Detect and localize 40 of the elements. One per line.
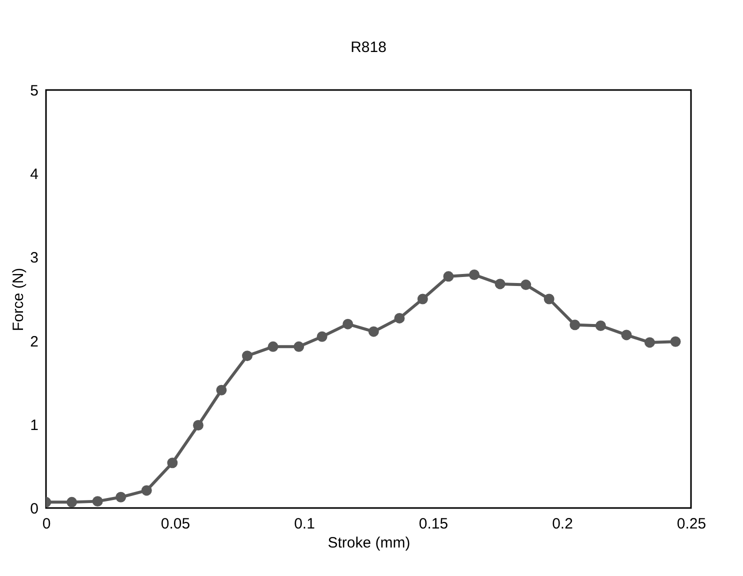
- point: [621, 330, 632, 340]
- x-tick-label: 0.2: [552, 516, 573, 532]
- point: [116, 492, 126, 502]
- point: [66, 496, 78, 508]
- y-tick-label: 3: [30, 250, 38, 267]
- point: [494, 278, 506, 290]
- point: [216, 384, 227, 396]
- point: [544, 294, 554, 304]
- point: [469, 270, 480, 280]
- point: [443, 271, 454, 282]
- y-tick-label: 2: [30, 333, 38, 350]
- point: [670, 336, 681, 347]
- x-tick-label: 0.25: [676, 516, 706, 532]
- point: [595, 320, 606, 331]
- point: [520, 280, 532, 290]
- chart-title: R818: [350, 39, 386, 56]
- x-tick-label: 0.05: [160, 516, 190, 532]
- x-tick-label: 0: [42, 516, 51, 532]
- point: [192, 420, 204, 430]
- point: [268, 341, 278, 352]
- point: [141, 485, 152, 496]
- x-tick-label: 0.1: [294, 516, 315, 532]
- point: [570, 320, 580, 330]
- point: [167, 458, 178, 468]
- y-tick-label: 1: [30, 416, 38, 434]
- point: [316, 331, 328, 342]
- y-axis-title: Force (N): [10, 268, 28, 332]
- point: [394, 312, 405, 324]
- x-axis-title: Stroke (mm): [328, 534, 410, 552]
- point: [417, 294, 428, 304]
- point: [294, 341, 304, 352]
- point: [368, 326, 379, 337]
- y-tick-label: 4: [30, 166, 38, 184]
- point: [342, 318, 354, 330]
- y-tick-label: 0: [30, 500, 38, 518]
- point: [644, 337, 655, 348]
- x-tick-label: 0.15: [418, 516, 448, 532]
- y-tick-label: 5: [30, 82, 38, 100]
- point: [92, 496, 103, 507]
- point: [242, 350, 252, 362]
